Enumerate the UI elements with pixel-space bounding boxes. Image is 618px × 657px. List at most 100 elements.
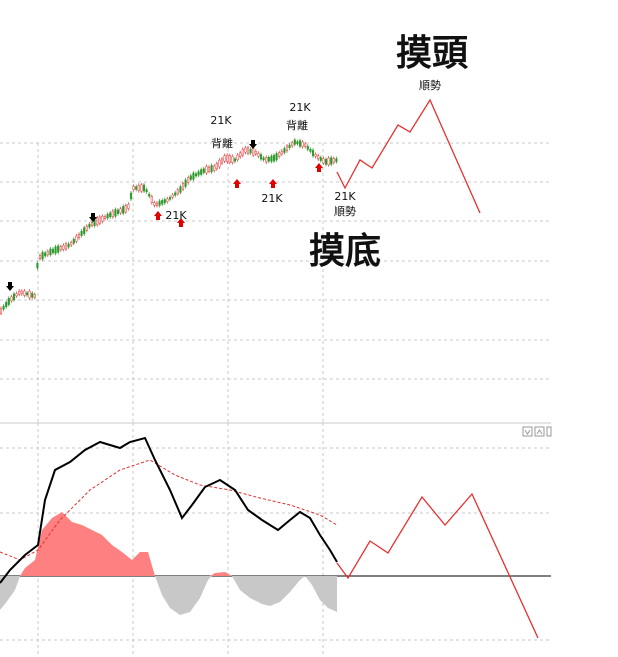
candle: [288, 144, 291, 148]
candle: [88, 223, 91, 228]
candle: [324, 159, 328, 165]
candle: [197, 171, 200, 176]
candle: [327, 157, 330, 166]
candle: [311, 149, 315, 157]
candle: [161, 200, 164, 205]
candle: [181, 183, 185, 190]
candle: [322, 158, 325, 164]
candle: [168, 197, 172, 200]
candle: [7, 297, 10, 305]
annotation: 背離: [286, 118, 308, 132]
candle: [23, 290, 26, 296]
candle: [176, 189, 179, 195]
candle: [85, 225, 88, 231]
candle: [12, 293, 16, 301]
candle: [96, 217, 99, 226]
annotation: 順勢: [334, 204, 356, 218]
candle: [304, 143, 307, 147]
candle: [298, 140, 302, 147]
candle: [122, 206, 125, 214]
candle: [33, 294, 36, 298]
histogram-negative: [0, 576, 20, 610]
candle: [259, 154, 263, 160]
candle: [262, 157, 265, 161]
candle: [335, 158, 338, 162]
candle: [306, 145, 309, 150]
buy-arrow: [177, 218, 185, 227]
candle: [215, 163, 218, 170]
candle: [59, 246, 62, 251]
candle: [72, 238, 75, 244]
candle: [249, 148, 252, 154]
annotation: 21K: [289, 101, 311, 114]
annotation-title: 摸底: [309, 231, 381, 272]
candle: [155, 202, 159, 206]
buy-arrow: [315, 163, 323, 172]
sell-arrow: [6, 282, 14, 291]
candle: [239, 152, 242, 158]
candle: [171, 194, 174, 198]
signal-line: [0, 459, 338, 561]
candle: [114, 209, 117, 217]
candle: [62, 245, 65, 250]
annotation: 背離: [211, 136, 233, 150]
candle: [254, 151, 257, 155]
candle: [150, 196, 153, 203]
candle: [83, 227, 86, 235]
candle: [10, 296, 13, 302]
candle: [174, 192, 177, 196]
candle: [36, 262, 39, 269]
candle: [140, 184, 143, 192]
histogram-positive: [20, 512, 155, 576]
candle: [220, 158, 224, 164]
candle: [28, 290, 31, 299]
histogram-negative: [155, 576, 337, 615]
candle: [280, 150, 283, 155]
candle: [236, 154, 239, 161]
candle: [246, 147, 250, 154]
candle: [41, 251, 44, 260]
candle: [231, 156, 234, 163]
candle: [252, 147, 255, 156]
buy-arrow: [269, 179, 277, 188]
candle: [309, 149, 312, 152]
candle: [111, 210, 114, 218]
candle: [67, 243, 70, 248]
candle: [202, 168, 205, 173]
candle: [210, 165, 213, 173]
candle: [330, 157, 333, 165]
candle: [166, 198, 169, 202]
candle: [275, 153, 278, 161]
candle: [103, 216, 107, 219]
candle: [132, 186, 135, 190]
candle: [317, 155, 320, 160]
candle: [285, 145, 289, 152]
candle: [49, 248, 52, 256]
candle: [189, 175, 192, 180]
candles: [0, 137, 338, 316]
candle: [20, 290, 23, 295]
candle: [54, 246, 57, 254]
annotation-title: 摸頭: [396, 33, 469, 74]
sell-arrow: [249, 140, 257, 149]
candle: [75, 235, 78, 242]
candle: [233, 158, 237, 162]
projection-line: [336, 98, 481, 214]
candle: [192, 172, 195, 180]
candle: [291, 142, 294, 147]
candle: [226, 154, 229, 162]
candle: [267, 157, 270, 162]
candle: [51, 248, 55, 254]
annotation: 21K: [210, 114, 232, 127]
candle: [38, 255, 42, 259]
candle: [158, 200, 161, 206]
candle: [278, 152, 281, 157]
candle: [70, 242, 73, 246]
candle: [265, 157, 268, 163]
projection-line: [336, 492, 539, 639]
candle: [127, 203, 130, 209]
candle: [301, 141, 304, 147]
candle: [57, 245, 60, 253]
annotation: 21K: [261, 192, 283, 205]
candle: [31, 292, 34, 298]
